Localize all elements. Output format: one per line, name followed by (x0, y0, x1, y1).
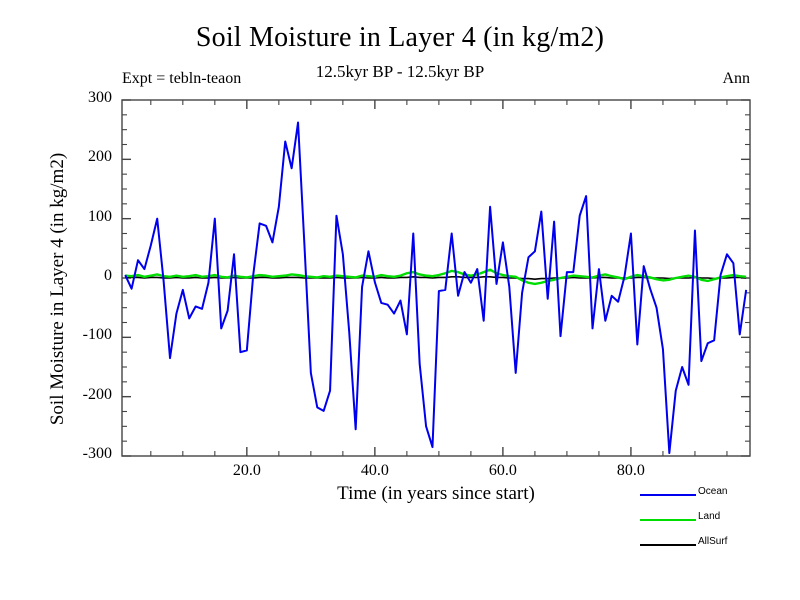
legend-label-ocean: Ocean (698, 486, 728, 497)
x-tick-label: 60.0 (488, 462, 517, 479)
legend-item-allsurf[interactable]: AllSurf (640, 533, 800, 558)
legend-item-ocean[interactable]: Ocean (640, 483, 800, 508)
y-tick-label: -200 (82, 385, 112, 403)
legend-label-allsurf: AllSurf (698, 536, 728, 547)
y-tick-label: -100 (82, 326, 112, 344)
y-tick-label: -300 (82, 445, 112, 462)
legend: Ocean Land AllSurf (640, 483, 800, 558)
legend-item-land[interactable]: Land (640, 508, 800, 533)
y-tick-label: 200 (88, 148, 112, 166)
y-tick-label: 0 (104, 267, 112, 284)
period-label: Ann (722, 70, 750, 87)
x-tick-label: 20.0 (232, 462, 261, 479)
legend-swatch-ocean (640, 494, 696, 496)
x-tick-label: 80.0 (616, 462, 645, 479)
x-tick-label: 40.0 (360, 462, 389, 479)
plot-frame (121, 99, 751, 457)
legend-swatch-allsurf (640, 544, 696, 546)
series-line-ocean (124, 121, 748, 455)
x-axis-label: Time (in years since start) (337, 483, 535, 504)
chart-subtitle: 12.5kyr BP - 12.5kyr BP (315, 62, 485, 81)
experiment-label: Expt = tebln-teaon (122, 70, 242, 87)
legend-label-land: Land (698, 511, 721, 522)
legend-swatch-land (640, 519, 696, 521)
y-tick-label: 300 (88, 89, 112, 106)
data-series-layer (124, 121, 748, 455)
y-tick-label: 100 (88, 207, 112, 225)
page-title: Soil Moisture in Layer 4 (in kg/m2) (195, 22, 605, 53)
